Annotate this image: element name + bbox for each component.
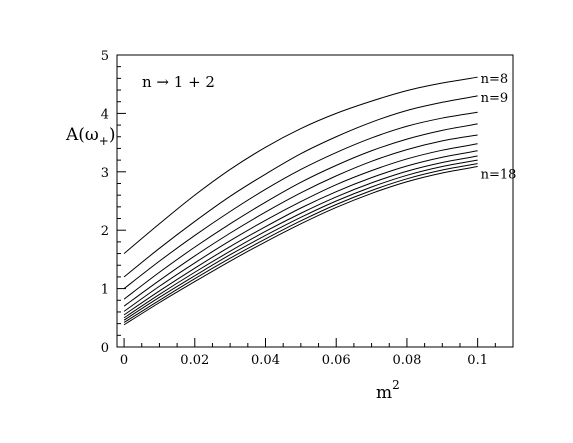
annotation-text: n → 1 + 2 <box>142 73 215 91</box>
axis-ticks <box>117 54 514 348</box>
y-tick-label: 0 <box>101 341 109 356</box>
y-tick-label: 1 <box>101 283 109 298</box>
series-line <box>123 134 478 307</box>
series-line <box>123 76 478 254</box>
series-line <box>123 155 478 319</box>
series-line <box>123 95 478 278</box>
x-tick-label: 0.1 <box>467 353 488 368</box>
series-line <box>123 143 478 312</box>
series-line <box>123 163 478 323</box>
y-tick-label: 2 <box>101 224 109 239</box>
y-axis-title: A(ω+) <box>65 125 115 148</box>
series-label: n=9 <box>481 91 509 106</box>
series-line <box>123 111 478 289</box>
plot-frame <box>116 54 514 348</box>
series-line <box>123 166 478 326</box>
series-labels: n=8 n=9 n=18 <box>481 72 517 182</box>
x-tick-label: 0.04 <box>251 353 280 368</box>
series-line <box>123 150 478 316</box>
x-axis-title: m2 <box>376 378 400 403</box>
series-line <box>123 159 478 321</box>
x-tick-label: 0.08 <box>392 353 421 368</box>
series-lines <box>123 76 478 326</box>
tick-labels: 0 0.02 0.04 0.06 0.08 0.1 0 1 2 3 4 5 <box>101 49 488 368</box>
x-tick-label: 0.02 <box>180 353 209 368</box>
x-tick-label: 0 <box>120 353 128 368</box>
y-tick-label: 4 <box>101 107 109 122</box>
series-label: n=18 <box>481 168 517 183</box>
y-tick-label: 5 <box>101 49 109 64</box>
series-line <box>123 123 478 300</box>
y-tick-label: 3 <box>101 166 109 181</box>
series-label: n=8 <box>481 72 509 87</box>
x-tick-label: 0.06 <box>322 353 351 368</box>
